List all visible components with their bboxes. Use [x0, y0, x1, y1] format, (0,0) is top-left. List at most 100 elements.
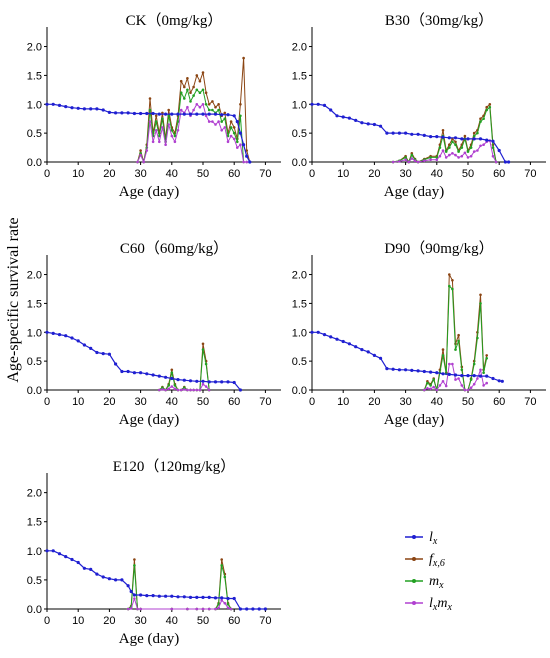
- data-point-mx: [479, 120, 482, 123]
- data-point-lx: [51, 331, 55, 335]
- x-tick-label: 60: [493, 396, 505, 408]
- data-point-lx: [453, 136, 458, 140]
- data-point-fx6: [488, 103, 492, 106]
- data-point-lxmx: [469, 154, 473, 158]
- data-point-lx: [226, 380, 230, 384]
- legend-label: lx: [429, 530, 438, 547]
- y-tick-label: 0.5: [27, 356, 42, 368]
- data-point-lx: [51, 549, 55, 553]
- data-point-lxmx: [201, 103, 205, 106]
- data-point-lxmx: [432, 385, 436, 389]
- data-point-lxmx: [186, 607, 189, 611]
- data-point-lx: [238, 607, 242, 611]
- data-point-lx: [354, 118, 358, 122]
- data-point-fx6: [479, 117, 482, 120]
- data-point-lxmx: [236, 146, 239, 149]
- legend-item-lx: lx: [405, 530, 438, 547]
- data-point-mx: [173, 384, 177, 387]
- data-point-lx: [82, 566, 86, 570]
- data-point-lx: [416, 369, 420, 373]
- data-point-mx: [476, 336, 479, 340]
- data-point-fx6: [441, 129, 445, 132]
- data-point-fx6: [410, 152, 414, 155]
- data-point-mx: [154, 120, 158, 123]
- x-tick-label: 60: [493, 168, 505, 180]
- x-tick-label: 20: [103, 396, 115, 408]
- data-point-mx: [220, 564, 223, 567]
- panel-title: D90（90mg/kg）: [384, 240, 493, 257]
- panel-b30: B30（30mg/kg） 0.0 0.5 1.0 1.5 2.0 0 10 20 30 40 50 60…: [292, 12, 546, 200]
- data-point-mx: [133, 564, 136, 567]
- panel-e120: E120（120mg/kg） 0.0 0.5 1.0 1.5 2.0 0 10 20 30 40 50…: [27, 458, 281, 647]
- data-point-lx: [422, 369, 426, 374]
- data-point-lxmx: [167, 123, 170, 126]
- data-point-lx: [45, 549, 49, 553]
- data-point-lx: [485, 138, 489, 142]
- data-point-lxmx: [429, 158, 432, 161]
- data-point-lxmx: [232, 137, 236, 141]
- data-point-mx: [161, 117, 164, 120]
- data-point-lx: [220, 380, 224, 384]
- data-point-lx: [76, 339, 80, 343]
- data-point-lxmx: [164, 143, 167, 146]
- data-point-lxmx: [457, 377, 460, 380]
- data-point-lxmx: [469, 386, 473, 390]
- data-point-lx: [89, 346, 93, 350]
- data-point-lxmx: [189, 388, 192, 392]
- data-point-lx: [157, 374, 161, 378]
- data-point-lx: [385, 131, 389, 135]
- data-point-mx: [201, 348, 205, 351]
- data-point-lx: [114, 111, 118, 115]
- data-point-mx: [217, 108, 220, 112]
- data-point-lx: [126, 584, 130, 588]
- data-point-lxmx: [463, 388, 467, 392]
- data-point-lxmx: [195, 388, 199, 392]
- y-tick-label: 1.5: [292, 70, 307, 82]
- data-point-lx: [64, 555, 68, 559]
- data-point-lx: [45, 330, 49, 334]
- data-point-lx: [70, 557, 74, 562]
- shared-ylabel: Age-specific survival rate: [5, 217, 22, 382]
- data-point-lxmx: [460, 384, 464, 387]
- data-point-lxmx: [410, 157, 414, 160]
- data-point-lx: [491, 139, 495, 143]
- data-point-fx6: [485, 105, 489, 109]
- data-point-lxmx: [444, 156, 448, 159]
- data-point-lxmx: [136, 160, 139, 164]
- x-tick-label: 50: [197, 168, 209, 180]
- data-point-mx: [429, 156, 432, 159]
- series-line-lx: [312, 331, 503, 382]
- data-point-lx: [132, 111, 136, 116]
- data-point-mx: [236, 140, 239, 144]
- data-point-lx: [478, 137, 483, 141]
- data-point-lxmx: [457, 156, 460, 159]
- data-point-lxmx: [242, 160, 245, 164]
- data-point-lx: [404, 131, 408, 135]
- data-point-lxmx: [192, 388, 195, 392]
- x-tick-label: 0: [309, 168, 315, 180]
- data-point-lx: [70, 106, 74, 110]
- data-point-lx: [89, 107, 93, 111]
- data-point-mx: [404, 156, 407, 159]
- data-point-lx: [120, 111, 124, 115]
- data-point-fx6: [201, 342, 205, 346]
- data-point-lx: [341, 115, 345, 119]
- panel-d90: D90（90mg/kg） 0.0 0.5 1.0 1.5 2.0 0 10 20 30 40 50 60…: [292, 240, 546, 428]
- data-point-lx: [447, 136, 451, 140]
- data-point-lx: [379, 124, 383, 128]
- data-point-mx: [460, 146, 464, 149]
- x-tick-label: 40: [166, 615, 178, 627]
- data-point-mx: [466, 150, 470, 153]
- data-point-lxmx: [448, 362, 451, 366]
- data-point-lxmx: [485, 381, 489, 385]
- x-tick-label: 0: [44, 168, 50, 180]
- data-point-lx: [157, 112, 161, 116]
- data-point-lx: [354, 345, 358, 349]
- data-point-mx: [482, 371, 485, 375]
- data-point-lxmx: [444, 384, 448, 388]
- data-point-lx: [213, 380, 218, 384]
- data-point-lx: [164, 112, 168, 116]
- y-tick-label: 1.0: [27, 99, 42, 111]
- data-point-lxmx: [167, 387, 170, 391]
- data-point-lx: [195, 379, 199, 383]
